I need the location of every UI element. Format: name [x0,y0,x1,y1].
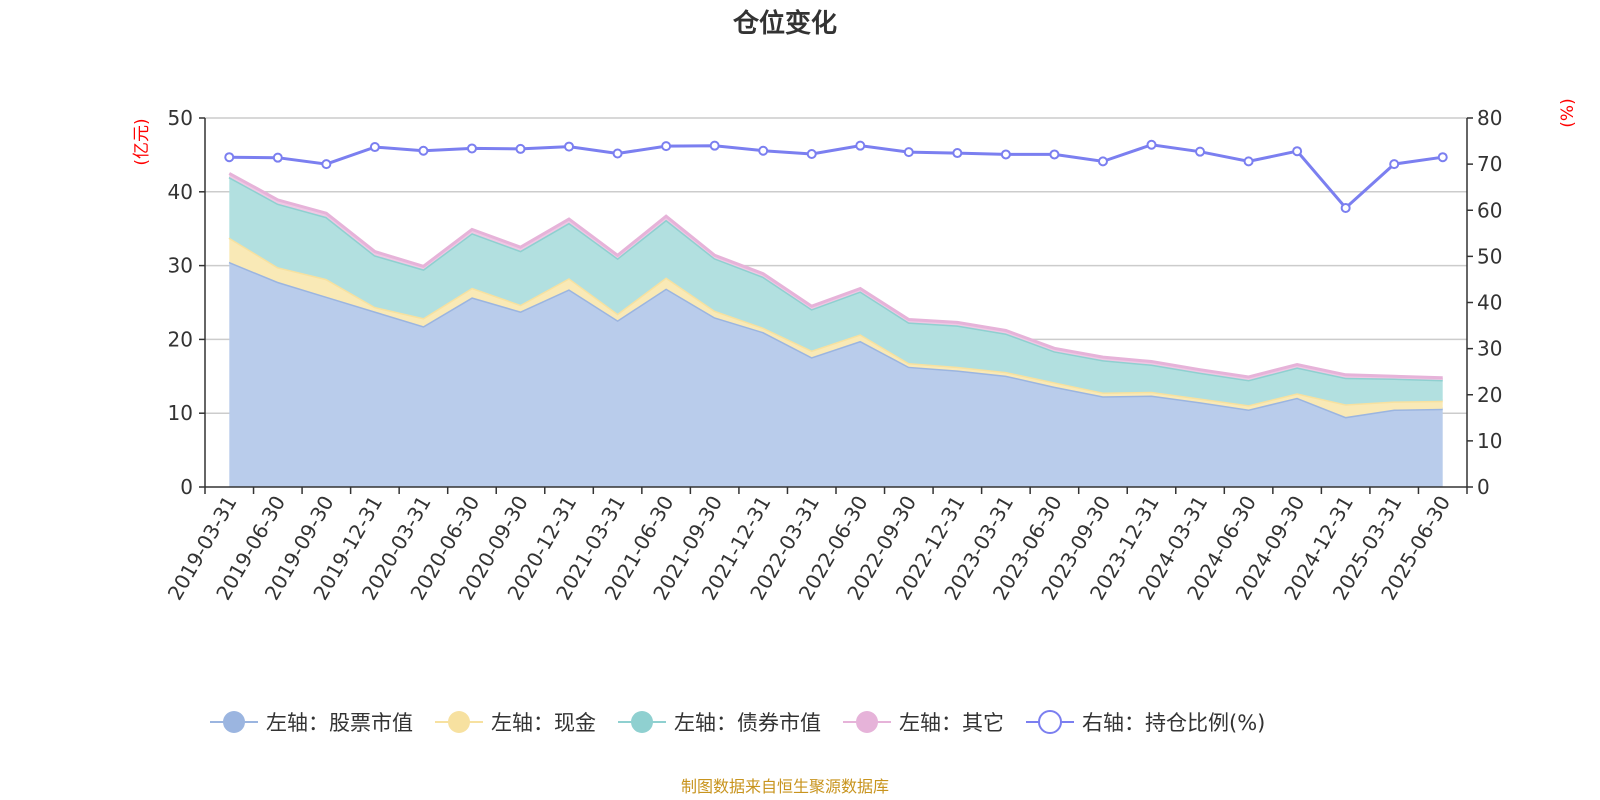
right-tick-label: 10 [1477,429,1502,453]
ratio-point [564,141,575,152]
ratio-point [1437,152,1448,163]
ratio-point [1243,156,1254,167]
ratio-point [224,152,235,163]
left-axis-unit: (亿元) [132,118,152,165]
right-tick-label: 40 [1477,291,1502,315]
legend-marker-4 [1038,710,1062,734]
right-tick-label: 20 [1477,383,1502,407]
ratio-line [229,143,1443,211]
ratio-point [515,143,526,154]
ratio-point [661,141,672,152]
ratio-point [855,140,866,151]
right-tick-label: 80 [1477,106,1502,130]
left-tick-label: 10 [168,401,193,425]
right-tick-label: 60 [1477,198,1502,222]
legend-marker-3 [856,711,878,733]
ratio-point [1389,159,1400,170]
right-tick-label: 70 [1477,152,1502,176]
left-tick-label: 20 [168,327,193,351]
ratio-point [1000,149,1011,160]
area-左轴：股票市值 [229,261,1443,487]
right-tick-label: 30 [1477,337,1502,361]
area-左轴：债券市值 [229,177,1443,406]
chart-title: 仓位变化 [732,8,837,39]
ratio-point [1195,146,1206,157]
ratio-point [466,143,477,154]
ratio-point [369,142,380,153]
legend-marker-1 [448,711,470,733]
ratio-point [1049,149,1060,160]
ratio-point [1146,139,1157,150]
area-edge-左轴：其它 [228,172,1443,380]
ratio-point [612,148,623,159]
ratio-line-series [224,139,1448,213]
left-tick-label: 40 [168,180,193,204]
ratio-point [903,147,914,158]
ratio-point [952,148,963,159]
left-tick-label: 30 [168,254,193,278]
legend-label-1: 左轴：现金 [491,711,596,735]
ratio-point [321,159,332,170]
legend-label-4: 右轴：持仓比例(%) [1082,711,1265,735]
legend: 左轴：股票市值 左轴：现金 左轴：债券市值 左轴：其它 右轴：持仓比例(%) [210,710,1265,735]
ratio-point [418,145,429,156]
legend-label-3: 左轴：其它 [899,711,1004,735]
right-axis-unit: (%) [1558,98,1578,127]
legend-label-0: 左轴：股票市值 [266,711,413,735]
ratio-point [1292,146,1303,157]
ratio-point [1340,202,1351,213]
right-tick-label: 50 [1477,244,1502,268]
left-tick-label: 50 [168,106,193,130]
legend-label-2: 左轴：债券市值 [674,711,821,735]
source-note: 制图数据来自恒生聚源数据库 [681,777,889,796]
ratio-point [709,140,720,151]
legend-marker-0 [223,711,245,733]
stacked-areas [228,172,1443,487]
left-tick-label: 0 [180,475,193,499]
ratio-point [272,152,283,163]
legend-marker-2 [631,711,653,733]
ratio-point [1097,156,1108,167]
right-tick-label: 0 [1477,475,1490,499]
ratio-point [806,148,817,159]
ratio-point [758,145,769,156]
